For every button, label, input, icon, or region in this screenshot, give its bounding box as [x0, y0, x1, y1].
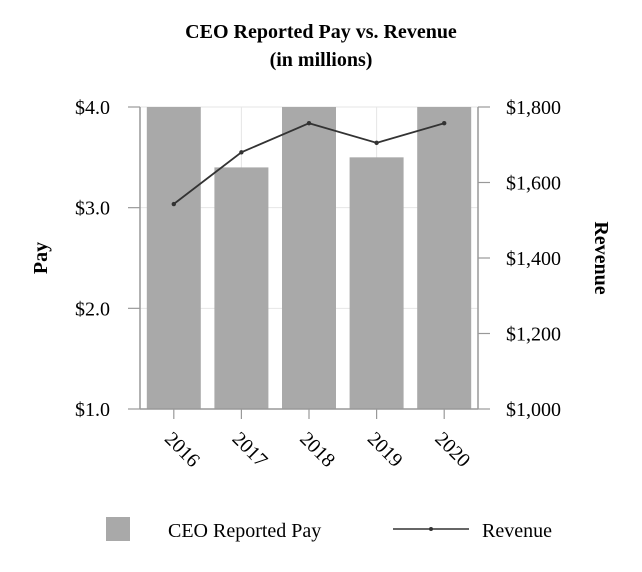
y-tick-label-left: $3.0 [75, 198, 110, 220]
y-tick-label-left: $2.0 [75, 298, 110, 320]
x-tick-label-2017: 2017 [228, 428, 272, 472]
revenue-point-2018 [306, 121, 312, 126]
bar-2019 [349, 157, 404, 409]
x-tick-labels: 2016 2017 2018 2019 2020 [160, 428, 474, 472]
revenue-point-2020 [442, 121, 447, 126]
legend-label-bar: CEO Reported Pay [168, 520, 321, 542]
bar-2017 [214, 167, 269, 409]
x-tick-label-2018: 2018 [295, 428, 339, 472]
y-tick-label-right: $1,400 [506, 248, 561, 270]
chart-subtitle: (in millions) [270, 49, 373, 71]
bar-2016 [146, 107, 201, 409]
x-tick-label-2016: 2016 [160, 428, 204, 472]
y-tick-labels-right: $1,000 $1,200 $1,400 $1,600 $1,800 [506, 97, 561, 421]
chart-title: CEO Reported Pay vs. Revenue [185, 21, 457, 43]
bar-2018 [282, 107, 336, 409]
y-axis-title-right: Revenue [590, 221, 612, 294]
y-axis-title-left: Pay [30, 242, 52, 274]
revenue-point-2017 [239, 150, 244, 155]
x-tick-label-2020: 2020 [431, 428, 475, 472]
legend-label-line: Revenue [482, 520, 552, 542]
revenue-point-2019 [374, 140, 379, 146]
y-tick-label-right: $1,200 [506, 324, 561, 346]
bar-series [146, 107, 472, 409]
bar-2020 [417, 107, 472, 409]
x-tick-label-2019: 2019 [363, 428, 407, 472]
revenue-point-2016 [171, 201, 176, 207]
y-tick-labels-left: $1.0 $2.0 $3.0 $4.0 [75, 97, 110, 421]
legend-marker-revenue [429, 527, 433, 531]
y-tick-label-left: $1.0 [75, 399, 110, 421]
legend-swatch-bar [106, 517, 130, 541]
y-tick-label-left: $4.0 [75, 97, 110, 119]
legend: CEO Reported Pay Revenue [106, 517, 552, 542]
y-tick-label-right: $1,000 [506, 399, 561, 421]
y-tick-label-right: $1,600 [506, 173, 561, 195]
line-series [171, 121, 447, 207]
axes [128, 106, 490, 419]
y-tick-label-right: $1,800 [506, 97, 561, 119]
